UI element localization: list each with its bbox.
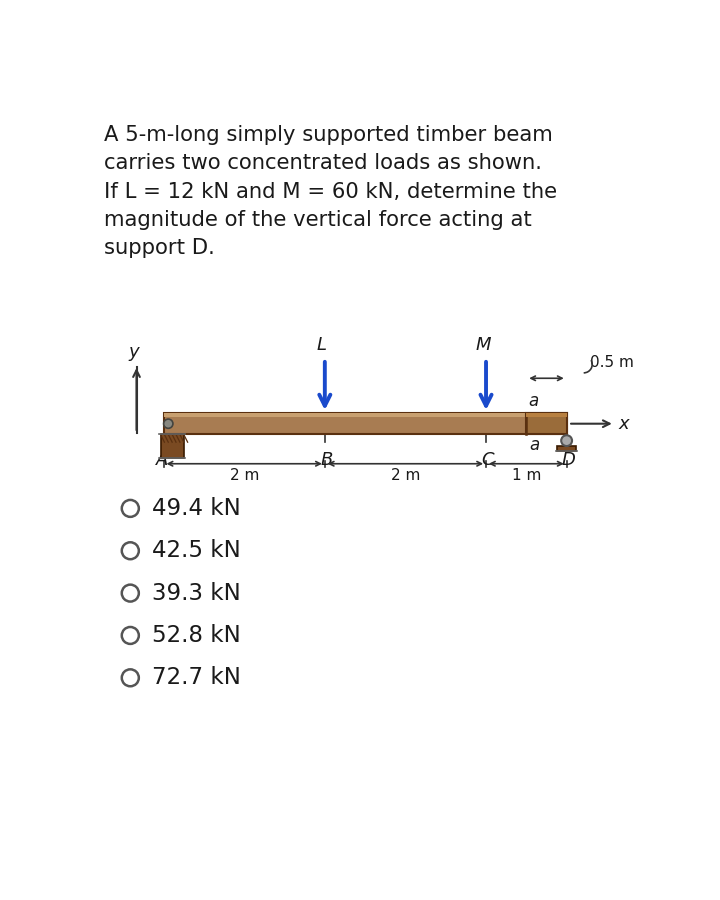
Bar: [526, 413, 567, 417]
Bar: [163, 413, 567, 435]
Text: 52.8 kN: 52.8 kN: [152, 624, 240, 647]
Text: 2 m: 2 m: [391, 468, 420, 483]
Text: A 5-m-long simply supported timber beam
carries two concentrated loads as shown.: A 5-m-long simply supported timber beam …: [104, 125, 557, 258]
Text: 72.7 kN: 72.7 kN: [152, 666, 241, 689]
Text: 0.5 m: 0.5 m: [590, 356, 634, 371]
Text: 2 m: 2 m: [230, 468, 259, 483]
Text: a: a: [529, 436, 540, 454]
Circle shape: [163, 419, 173, 428]
Bar: [557, 446, 576, 451]
Text: 42.5 kN: 42.5 kN: [152, 539, 240, 562]
Bar: [526, 413, 567, 435]
Text: A: A: [156, 452, 168, 470]
Bar: [161, 435, 184, 457]
Text: y: y: [129, 343, 140, 361]
Text: D: D: [561, 452, 575, 470]
Text: M: M: [475, 337, 490, 355]
Text: 39.3 kN: 39.3 kN: [152, 581, 240, 605]
Text: x: x: [618, 415, 629, 433]
Text: C: C: [481, 452, 494, 470]
Bar: [163, 413, 567, 417]
Text: 1 m: 1 m: [512, 468, 541, 483]
Text: a: a: [528, 392, 539, 410]
Text: B: B: [320, 452, 333, 470]
Circle shape: [561, 436, 572, 446]
Text: 49.4 kN: 49.4 kN: [152, 497, 240, 520]
Text: L: L: [317, 337, 327, 355]
